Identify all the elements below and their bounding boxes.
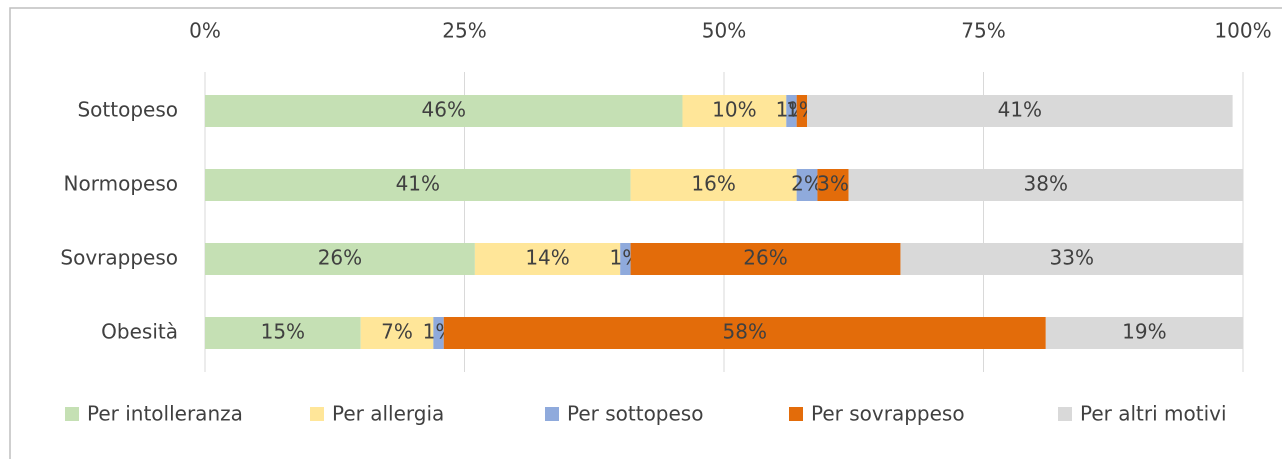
legend-swatch	[545, 407, 559, 421]
data-label: 14%	[525, 246, 569, 270]
data-label: 15%	[261, 320, 305, 344]
bar-segment	[205, 95, 683, 127]
x-tick-label: 50%	[702, 19, 746, 43]
bar-segment	[796, 95, 808, 127]
bar-segment	[796, 169, 818, 201]
bar-segment	[205, 169, 631, 201]
data-label: 10%	[712, 98, 756, 122]
legend-swatch	[65, 407, 79, 421]
y-tick-label: Normopeso	[64, 172, 178, 196]
data-label: 19%	[1122, 320, 1166, 344]
x-tick-label: 0%	[189, 19, 221, 43]
data-label: 26%	[318, 246, 362, 270]
legend-label: Per sottopeso	[567, 402, 703, 426]
data-label: 41%	[396, 172, 440, 196]
data-label: 7%	[381, 320, 413, 344]
legend-label: Per allergia	[332, 402, 444, 426]
legend-label: Per intolleranza	[87, 402, 243, 426]
legend-swatch	[310, 407, 324, 421]
bar-segment	[205, 317, 361, 349]
data-label: 33%	[1050, 246, 1094, 270]
bar-segment	[205, 243, 475, 275]
bar-segment	[817, 169, 849, 201]
legend-swatch	[789, 407, 803, 421]
chart-border	[9, 7, 1282, 459]
bar-segment	[786, 95, 797, 127]
x-tick-label: 75%	[961, 19, 1005, 43]
bar-segment	[443, 317, 1046, 349]
y-tick-label: Sovrappeso	[60, 246, 178, 270]
legend-swatch	[1058, 407, 1072, 421]
y-tick-label: Obesità	[101, 320, 178, 344]
data-label: 58%	[723, 320, 767, 344]
data-label: 16%	[691, 172, 735, 196]
y-tick-label: Sottopeso	[77, 98, 178, 122]
bar-segment	[682, 95, 787, 127]
bar-segment	[848, 169, 1243, 201]
data-label: 3%	[817, 172, 849, 196]
bar-segment	[630, 169, 797, 201]
bar-segment	[620, 243, 631, 275]
bar-segment	[807, 95, 1233, 127]
bar-segment	[630, 243, 901, 275]
data-label: 26%	[743, 246, 787, 270]
bar-segment	[474, 243, 621, 275]
data-label: 41%	[998, 98, 1042, 122]
x-tick-label: 100%	[1214, 19, 1271, 43]
legend-label: Per sovrappeso	[811, 402, 965, 426]
bar-segment	[433, 317, 444, 349]
bar-segment	[1045, 317, 1243, 349]
x-tick-label: 25%	[442, 19, 486, 43]
legend-label: Per altri motivi	[1080, 402, 1227, 426]
bar-segment	[360, 317, 434, 349]
data-label: 46%	[422, 98, 466, 122]
bar-segment	[900, 243, 1243, 275]
data-label: 38%	[1024, 172, 1068, 196]
